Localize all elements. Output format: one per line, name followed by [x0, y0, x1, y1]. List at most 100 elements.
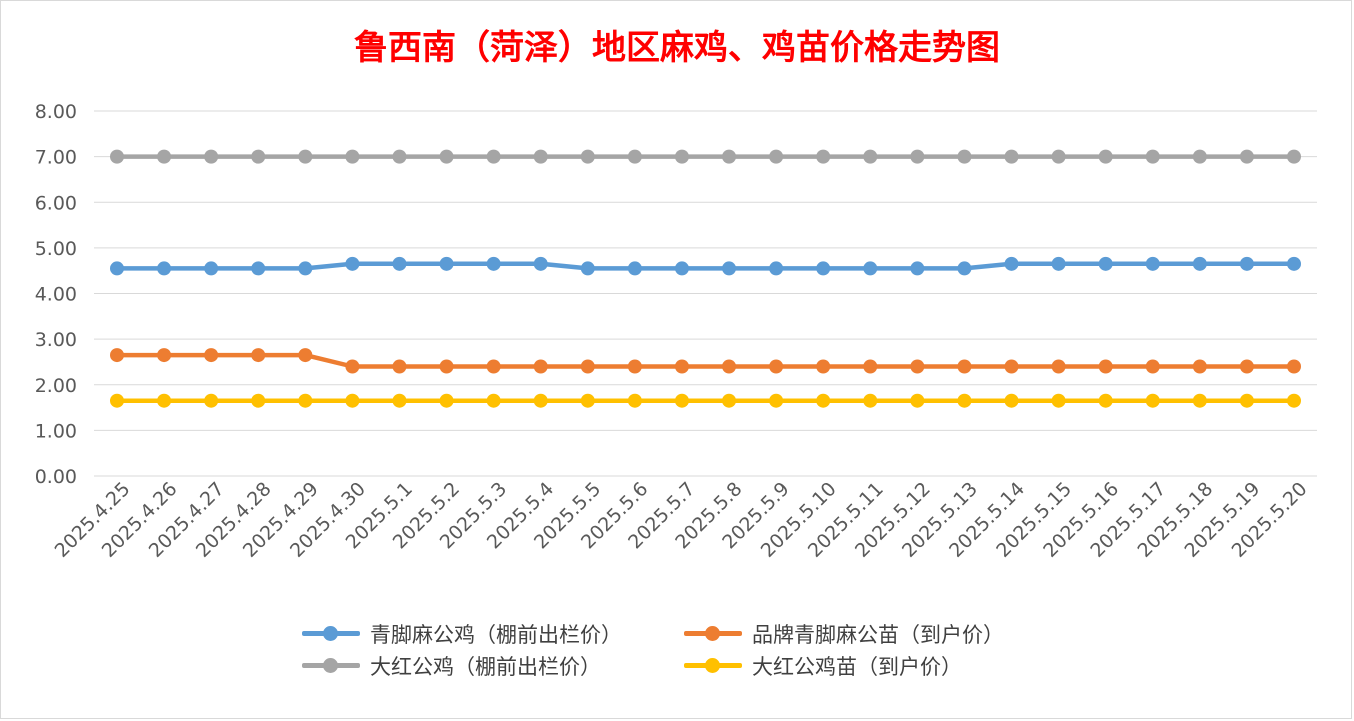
legend-label: 品牌青脚麻公苗（到户价） — [752, 623, 1004, 647]
series-1-point — [486, 359, 501, 374]
series-0-point — [392, 256, 407, 271]
series-1-point — [110, 348, 124, 363]
series-3-point — [157, 393, 172, 408]
series-3-point — [580, 393, 595, 408]
series-line-1 — [114, 352, 1297, 369]
series-1-point — [816, 359, 831, 374]
series-1-point — [157, 348, 172, 363]
series-3-point — [1051, 393, 1066, 408]
series-0-point — [345, 256, 360, 271]
y-tick-label: 8.00 — [35, 101, 77, 123]
series-2-point — [533, 149, 548, 164]
series-2-point — [769, 149, 784, 164]
series-1-point — [392, 359, 407, 374]
series-0-point — [863, 261, 878, 276]
series-1-point — [1239, 359, 1254, 374]
series-3-point — [674, 393, 689, 408]
series-2-point — [627, 149, 642, 164]
series-2-point — [863, 149, 878, 164]
y-tick-label: 2.00 — [35, 375, 77, 397]
series-0-point — [486, 256, 501, 271]
series-1-point — [910, 359, 925, 374]
series-2-point — [1051, 149, 1066, 164]
series-3-point — [1287, 393, 1301, 408]
series-0-point — [722, 261, 737, 276]
legend-item-2: 大红公鸡（棚前出栏价） — [300, 650, 601, 682]
series-0-point — [204, 261, 219, 276]
series-0-point — [816, 261, 831, 276]
series-1-point — [674, 359, 689, 374]
series-1-point — [863, 359, 878, 374]
series-3-point — [816, 393, 831, 408]
series-3-point — [910, 393, 925, 408]
series-3-point — [298, 393, 313, 408]
series-1-point — [298, 348, 313, 363]
series-3-point — [486, 393, 501, 408]
series-0-point — [580, 261, 595, 276]
legend-label: 大红公鸡苗（到户价） — [752, 655, 962, 679]
legend-item-3: 大红公鸡苗（到户价） — [682, 650, 962, 682]
series-3-point — [1145, 393, 1160, 408]
legend-swatch — [300, 618, 362, 650]
series-0-point — [1239, 256, 1254, 271]
series-0-point — [1287, 256, 1301, 271]
series-2-point — [204, 149, 219, 164]
series-1-point — [722, 359, 737, 374]
series-1-point — [1287, 359, 1301, 374]
series-1-point — [345, 359, 360, 374]
series-2-point — [816, 149, 831, 164]
legend-swatch — [682, 650, 744, 682]
series-3-point — [439, 393, 454, 408]
series-0-point — [910, 261, 925, 276]
series-3-point — [769, 393, 784, 408]
series-1-point — [1145, 359, 1160, 374]
series-3-point — [110, 393, 124, 408]
y-tick-label: 4.00 — [35, 284, 77, 306]
y-tick-label: 6.00 — [35, 192, 77, 214]
series-2-point — [251, 149, 266, 164]
legend-item-0: 青脚麻公鸡（棚前出栏价） — [300, 618, 622, 650]
series-2-point — [345, 149, 360, 164]
series-2-point — [1145, 149, 1160, 164]
series-2-point — [1004, 149, 1019, 164]
series-2-point — [392, 149, 407, 164]
series-1-point — [957, 359, 972, 374]
legend-label: 大红公鸡（棚前出栏价） — [370, 655, 601, 679]
series-3-point — [957, 393, 972, 408]
series-0-point — [110, 261, 124, 276]
series-0-point — [1098, 256, 1113, 271]
series-3-point — [1098, 393, 1113, 408]
series-1-point — [1051, 359, 1066, 374]
series-0-point — [1145, 256, 1160, 271]
y-tick-label: 0.00 — [35, 466, 77, 488]
y-tick-label: 5.00 — [35, 238, 77, 260]
series-0-point — [439, 256, 454, 271]
series-2-point — [486, 149, 501, 164]
series-3-point — [251, 393, 266, 408]
series-0-point — [251, 261, 266, 276]
series-3-point — [863, 393, 878, 408]
series-2-point — [910, 149, 925, 164]
legend-swatch — [682, 618, 744, 650]
series-1-point — [533, 359, 548, 374]
series-3-point — [627, 393, 642, 408]
series-3-point — [722, 393, 737, 408]
series-3-point — [1004, 393, 1019, 408]
y-tick-label: 1.00 — [35, 420, 77, 442]
series-1-point — [627, 359, 642, 374]
series-2-point — [439, 149, 454, 164]
series-1-point — [439, 359, 454, 374]
series-0-point — [157, 261, 172, 276]
series-2-point — [1239, 149, 1254, 164]
series-3-point — [1239, 393, 1254, 408]
series-3-point — [533, 393, 548, 408]
series-2-point — [957, 149, 972, 164]
series-2-point — [580, 149, 595, 164]
series-line-0 — [114, 261, 1297, 271]
series-1-point — [769, 359, 784, 374]
legend-item-1: 品牌青脚麻公苗（到户价） — [682, 618, 1004, 650]
series-0-point — [769, 261, 784, 276]
series-1-point — [1004, 359, 1019, 374]
series-1-point — [580, 359, 595, 374]
